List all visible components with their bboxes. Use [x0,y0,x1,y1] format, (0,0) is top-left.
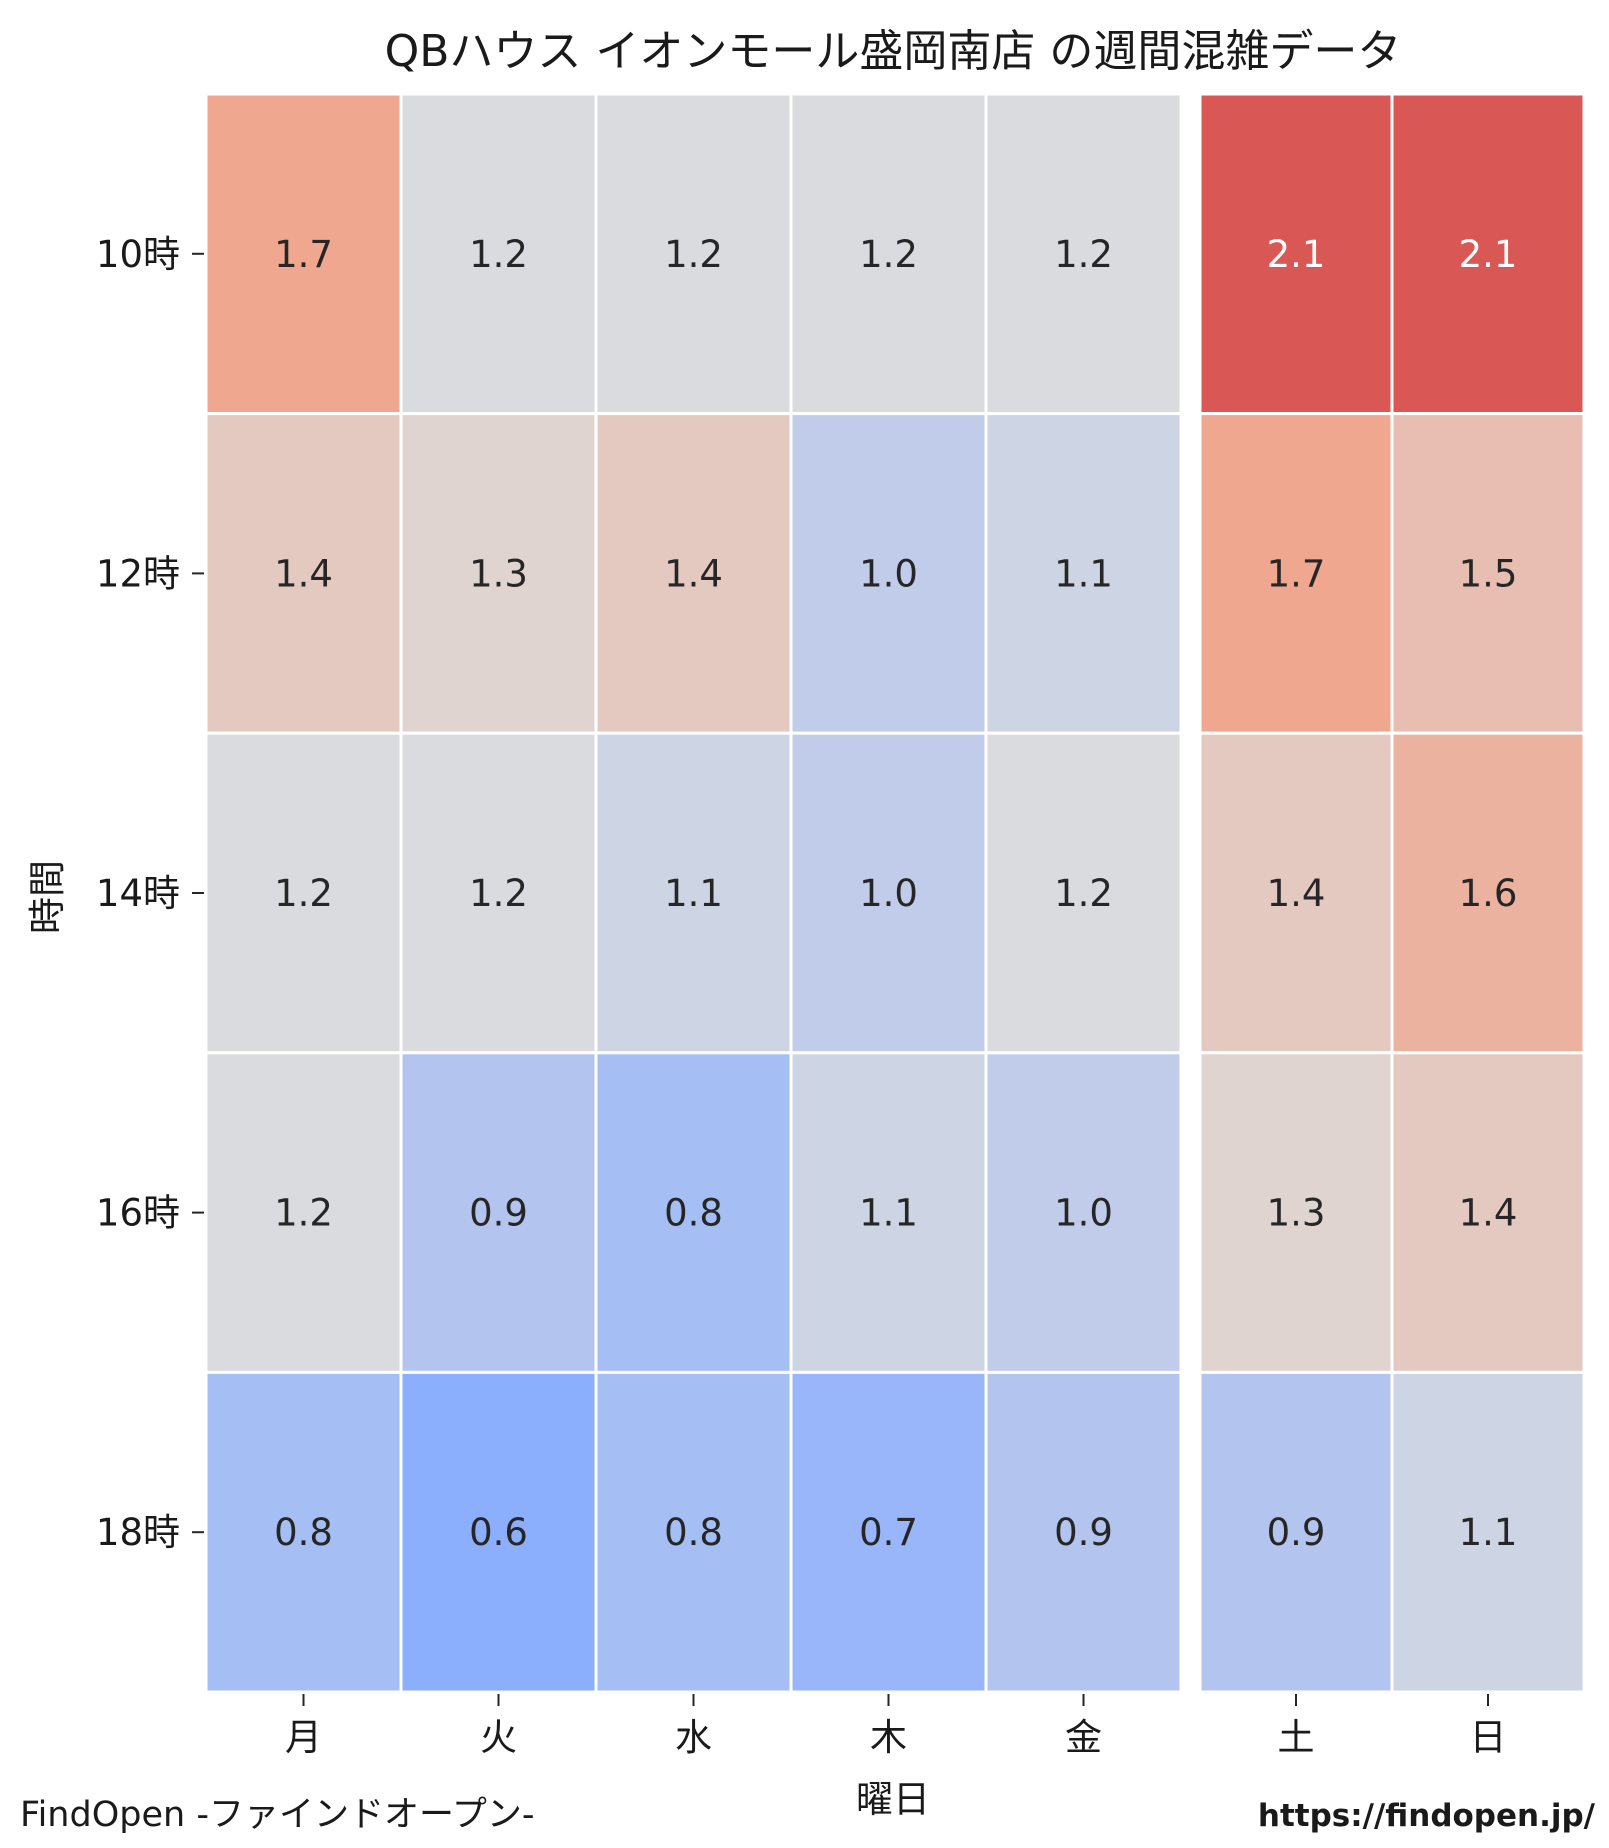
cell-value-label-1-5: 1.7 [1267,552,1326,595]
heatmap-cell-4-4 [984,1370,1183,1694]
heatmap-cell-4-0 [204,1370,403,1694]
footer-url: https://findopen.jp/ [1258,1798,1596,1834]
heatmap-cell-2-5 [1198,731,1394,1055]
cell-value-label-4-5: 0.9 [1267,1511,1326,1554]
x-tick-label-4: 金 [1065,1716,1102,1759]
heatmap-cell-3-0 [204,1051,403,1374]
cell-value-label-1-0: 1.4 [274,552,333,595]
heatmap-cell-0-1 [399,92,598,416]
cell-value-label-4-0: 0.8 [274,1511,333,1554]
heatmap-cell-0-2 [594,92,793,416]
x-tick-label-3: 木 [870,1716,907,1759]
x-tick-label-6: 日 [1470,1716,1507,1759]
cell-value-label-0-5: 2.1 [1267,233,1326,276]
cell-value-label-4-1: 0.6 [469,1511,528,1554]
cell-value-label-4-6: 1.1 [1459,1511,1518,1554]
heatmap-cell-1-6 [1390,412,1586,735]
heatmap-cell-1-5 [1198,412,1394,735]
y-axis-label: 時間 [26,860,69,934]
cell-value-label-0-4: 1.2 [1054,233,1113,276]
cell-value-labels: 1.7 1.2 1.2 1.2 1.2 2.1 2.1 1.4 1.3 1.4 1.0 1.1 1.7 1… [274,233,1517,1554]
cell-value-label-2-2: 1.1 [664,872,723,915]
cell-value-label-0-6: 2.1 [1459,233,1518,276]
cell-value-label-0-0: 1.7 [274,233,333,276]
y-axis-ticks: 10時 12時 14時 16時 18時 [96,233,204,1554]
heatmap-cell-2-2 [594,731,793,1055]
y-tick-label-4: 18時 [96,1511,180,1554]
heatmap-cell-2-3 [789,731,988,1055]
cell-value-label-3-0: 1.2 [274,1192,333,1235]
heatmap-cell-1-2 [594,412,793,735]
heatmap-cell-2-1 [399,731,598,1055]
cell-value-label-3-2: 0.8 [664,1192,723,1235]
heatmap-cell-0-0 [204,92,403,416]
x-tick-label-5: 土 [1278,1716,1315,1759]
heatmap-cell-0-5 [1198,92,1394,416]
cell-value-label-2-1: 1.2 [469,872,528,915]
cell-value-label-3-4: 1.0 [1054,1192,1113,1235]
heatmap-cell-1-0 [204,412,403,735]
cell-value-label-2-4: 1.2 [1054,872,1113,915]
heatmap-cell-3-4 [984,1051,1183,1374]
cell-value-label-3-3: 1.1 [859,1192,918,1235]
cell-value-label-2-0: 1.2 [274,872,333,915]
cell-value-label-2-3: 1.0 [859,872,918,915]
heatmap-cell-3-6 [1390,1051,1586,1374]
y-tick-label-1: 12時 [96,552,180,595]
cell-value-label-2-5: 1.4 [1267,872,1326,915]
cell-value-label-4-2: 0.8 [664,1511,723,1554]
heatmap-cells [204,92,1586,1694]
cell-value-label-1-3: 1.0 [859,552,918,595]
x-tick-label-1: 火 [480,1716,517,1759]
x-axis-ticks: 月火水木金土日 [285,1694,1507,1759]
cell-value-label-4-3: 0.7 [859,1511,918,1554]
heatmap-cell-4-5 [1198,1370,1394,1694]
cell-value-label-1-6: 1.5 [1459,552,1518,595]
heatmap-cell-3-1 [399,1051,598,1374]
cell-value-label-2-6: 1.6 [1459,872,1518,915]
x-axis-label: 曜日 [856,1778,930,1821]
heatmap-cell-4-6 [1390,1370,1586,1694]
heatmap-cell-2-4 [984,731,1183,1055]
heatmap-cell-4-2 [594,1370,793,1694]
heatmap-cell-3-5 [1198,1051,1394,1374]
cell-value-label-3-5: 1.3 [1267,1192,1326,1235]
cell-value-label-0-3: 1.2 [859,233,918,276]
footer-brand: FindOpen -ファインドオープン- [20,1795,534,1835]
cell-value-label-3-1: 0.9 [469,1192,528,1235]
heatmap-cell-3-3 [789,1051,988,1374]
cell-value-label-1-4: 1.1 [1054,552,1113,595]
heatmap-cell-1-4 [984,412,1183,735]
heatmap-cell-2-6 [1390,731,1586,1055]
heatmap-cell-0-3 [789,92,988,416]
cell-value-label-0-2: 1.2 [664,233,723,276]
cell-value-label-3-6: 1.4 [1459,1192,1518,1235]
y-tick-label-2: 14時 [96,872,180,915]
cell-value-label-4-4: 0.9 [1054,1511,1113,1554]
y-tick-label-0: 10時 [96,233,180,276]
cell-value-label-0-1: 1.2 [469,233,528,276]
cell-value-label-1-1: 1.3 [469,552,528,595]
cell-value-label-1-2: 1.4 [664,552,723,595]
y-tick-label-3: 16時 [96,1192,180,1235]
chart-title: QBハウス イオンモール盛岡南店 の週間混雑データ [385,26,1402,77]
x-tick-label-2: 水 [675,1716,712,1759]
heatmap-cell-0-4 [984,92,1183,416]
x-tick-label-0: 月 [285,1716,322,1759]
